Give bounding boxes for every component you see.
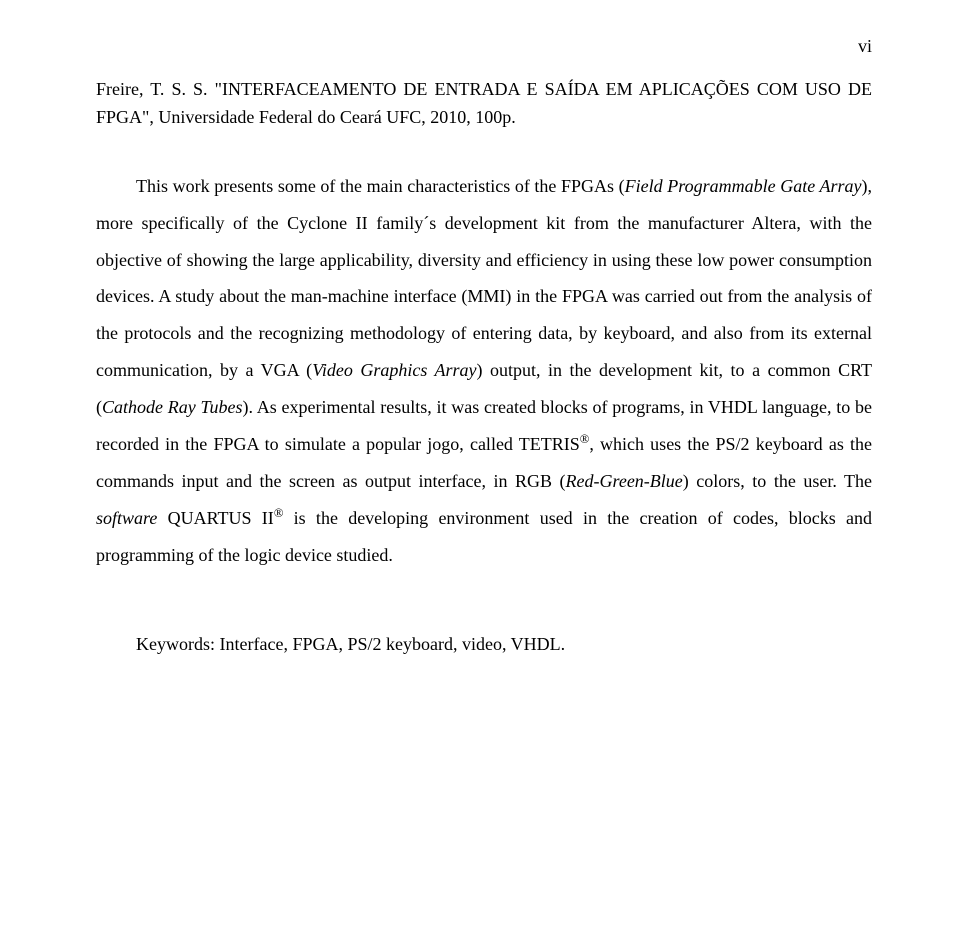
abstract-italic-fpga: Field Programmable Gate Array — [625, 176, 862, 196]
abstract-italic-rgb: Red-Green-Blue — [566, 471, 683, 491]
abstract-text-6b: QUARTUS II — [157, 508, 273, 528]
abstract-text-1c: ), more specifically of the Cyclone II f… — [96, 176, 872, 380]
citation-rest: , Universidade Federal do Ceará UFC, 201… — [149, 107, 515, 127]
abstract-text-1a: This work presents some of the main char… — [136, 176, 625, 196]
keywords-label: Keywords: — [136, 634, 215, 654]
citation-block: Freire, T. S. S. "INTERFACEAMENTO DE ENT… — [96, 76, 872, 132]
page-number: vi — [858, 36, 872, 57]
abstract-italic-crt: Cathode Ray Tubes — [102, 397, 243, 417]
citation-author: Freire, T. S. S. — [96, 79, 208, 99]
keywords-line: Keywords: Interface, FPGA, PS/2 keyboard… — [136, 634, 872, 655]
abstract-italic-software: software — [96, 508, 157, 528]
registered-mark-2: ® — [274, 506, 284, 520]
abstract-paragraph: This work presents some of the main char… — [96, 168, 872, 574]
registered-mark-1: ® — [580, 432, 590, 446]
abstract-italic-vga: Video Graphics Array — [312, 360, 476, 380]
keywords-text: Interface, FPGA, PS/2 keyboard, video, V… — [215, 634, 565, 654]
abstract-text-5b: ) colors, to the user. The — [683, 471, 872, 491]
